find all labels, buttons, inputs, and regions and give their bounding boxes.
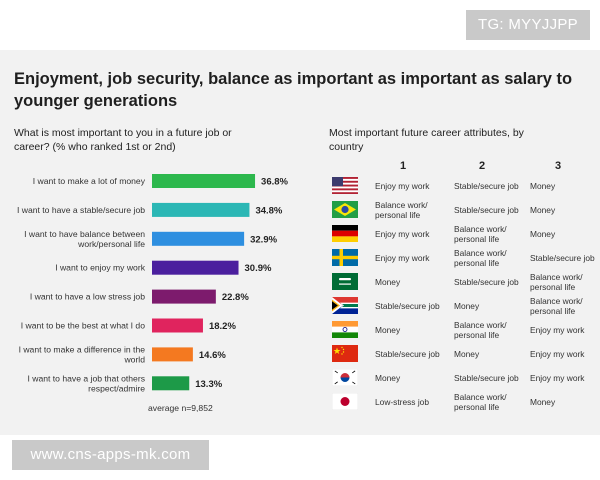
rank-1-cell: Stable/secure job <box>375 301 440 311</box>
country-row: Money Balance work/ personal life Enjoy … <box>332 318 598 342</box>
infographic-panel <box>0 50 600 435</box>
china-flag <box>332 345 358 362</box>
rank-1-cell: Money <box>375 373 401 383</box>
japan-flag <box>332 393 358 410</box>
rank-2-cell: Money <box>454 349 480 359</box>
india-flag <box>332 321 358 338</box>
rank-1-cell: Enjoy my work <box>375 181 430 191</box>
bar-category-label: I want to have balance between work/perso… <box>24 229 145 249</box>
rank-3-cell: Balance work/ personal life <box>530 296 583 316</box>
saudi-arabia-flag <box>332 273 358 290</box>
bar <box>152 260 239 275</box>
bar-value-label: 34.8% <box>255 205 282 216</box>
country-row: Enjoy my work Stable/secure job Money <box>332 174 598 198</box>
rank-3-cell: Enjoy my work <box>530 325 585 335</box>
bar-chart: I want to make a lot of money 36.8% I want… <box>17 174 289 413</box>
rank-3-cell: Money <box>530 397 556 407</box>
rank-1-cell: Low-stress job <box>375 397 429 407</box>
rank-3-cell: Money <box>530 181 556 191</box>
country-row: Money Stable/secure job Enjoy my work <box>332 366 598 390</box>
bar <box>152 289 216 304</box>
rank-1-cell: Stable/secure job <box>375 349 440 359</box>
bar-category-label: I want to make a difference in the world <box>19 344 146 364</box>
watermark-top: TG: MYYJJPP <box>466 10 590 40</box>
rank-2-cell: Balance work/ personal life <box>454 392 507 412</box>
rank-3-cell: Enjoy my work <box>530 373 585 383</box>
country-row: Enjoy my work Balance work/ personal lif… <box>332 222 598 246</box>
rank-3-cell: Money <box>530 229 556 239</box>
rank-1-cell: Enjoy my work <box>375 253 430 263</box>
rank-2-cell: Balance work/ personal life <box>454 320 507 340</box>
bar-value-label: 14.6% <box>199 350 226 361</box>
rank-header-2: 2 <box>478 160 486 172</box>
rank-1-cell: Money <box>375 277 401 287</box>
bar-value-label: 18.2% <box>209 321 236 332</box>
bar <box>152 347 193 362</box>
bar-value-label: 22.8% <box>222 292 249 303</box>
bar <box>152 202 250 217</box>
south-africa-flag <box>332 297 358 314</box>
bar <box>152 318 203 333</box>
bar-value-label: 13.3% <box>195 379 222 390</box>
rank-2-cell: Stable/secure job <box>454 277 519 287</box>
country-table-subtitle: Most important future career attributes,… <box>329 127 524 153</box>
south-korea-flag <box>332 369 358 386</box>
rank-2-cell: Stable/secure job <box>454 205 519 215</box>
bar-category-label: I want to have a job that others respect/… <box>27 373 145 393</box>
bar <box>152 174 256 188</box>
country-row: Money Stable/secure job Balance work/ pe… <box>332 270 598 294</box>
bar-value-label: 30.9% <box>245 263 272 274</box>
country-row: Enjoy my work Balance work/ personal lif… <box>332 246 598 270</box>
bar-category-label: I want to make a lot of money <box>33 176 146 186</box>
bar <box>152 231 245 246</box>
rank-2-cell: Balance work/ personal life <box>454 224 507 244</box>
usa-flag <box>332 177 358 194</box>
chart-subtitle: What is most important to you in a futur… <box>14 127 232 153</box>
rank-3-cell: Stable/secure job <box>530 253 595 263</box>
rank-1-cell: Balance work/ personal life <box>375 200 428 220</box>
bar-category-label: I want to enjoy my work <box>55 263 145 273</box>
germany-flag <box>332 225 358 242</box>
country-row: Low-stress job Balance work/ personal li… <box>332 390 598 414</box>
rank-1-cell: Money <box>375 325 401 335</box>
rank-2-cell: Balance work/ personal life <box>454 248 507 268</box>
rank-header-1: 1 <box>399 160 407 172</box>
rank-3-cell: Money <box>530 205 556 215</box>
rank-1-cell: Enjoy my work <box>375 229 430 239</box>
bar-value-label: 36.8% <box>261 177 288 188</box>
page-title: Enjoyment, job security, balance as impo… <box>14 70 573 110</box>
rank-2-cell: Stable/secure job <box>454 181 519 191</box>
country-row: Balance work/ personal life Stable/secur… <box>332 198 598 222</box>
country-row: Stable/secure job Money Enjoy my work <box>332 342 598 366</box>
country-row: Stable/secure job Money Balance work/ pe… <box>332 294 598 318</box>
brazil-flag <box>332 201 358 218</box>
rank-2-cell: Money <box>454 301 480 311</box>
watermark-bottom: www.cns-apps-mk.com <box>12 440 209 470</box>
rank-header-3: 3 <box>554 160 562 172</box>
bar-value-label: 32.9% <box>250 234 277 245</box>
rank-3-cell: Balance work/ personal life <box>530 272 583 292</box>
bar-category-label: I want to be the best at what I do <box>21 321 145 331</box>
bar-category-label: I want to have a low stress job <box>30 292 145 302</box>
rank-3-cell: Enjoy my work <box>530 349 585 359</box>
bar <box>152 376 190 391</box>
bar-category-label: I want to have a stable/secure job <box>17 205 145 215</box>
sample-size-note: average n=9,852 <box>148 403 213 413</box>
rank-2-cell: Stable/secure job <box>454 373 519 383</box>
sweden-flag <box>332 249 358 266</box>
